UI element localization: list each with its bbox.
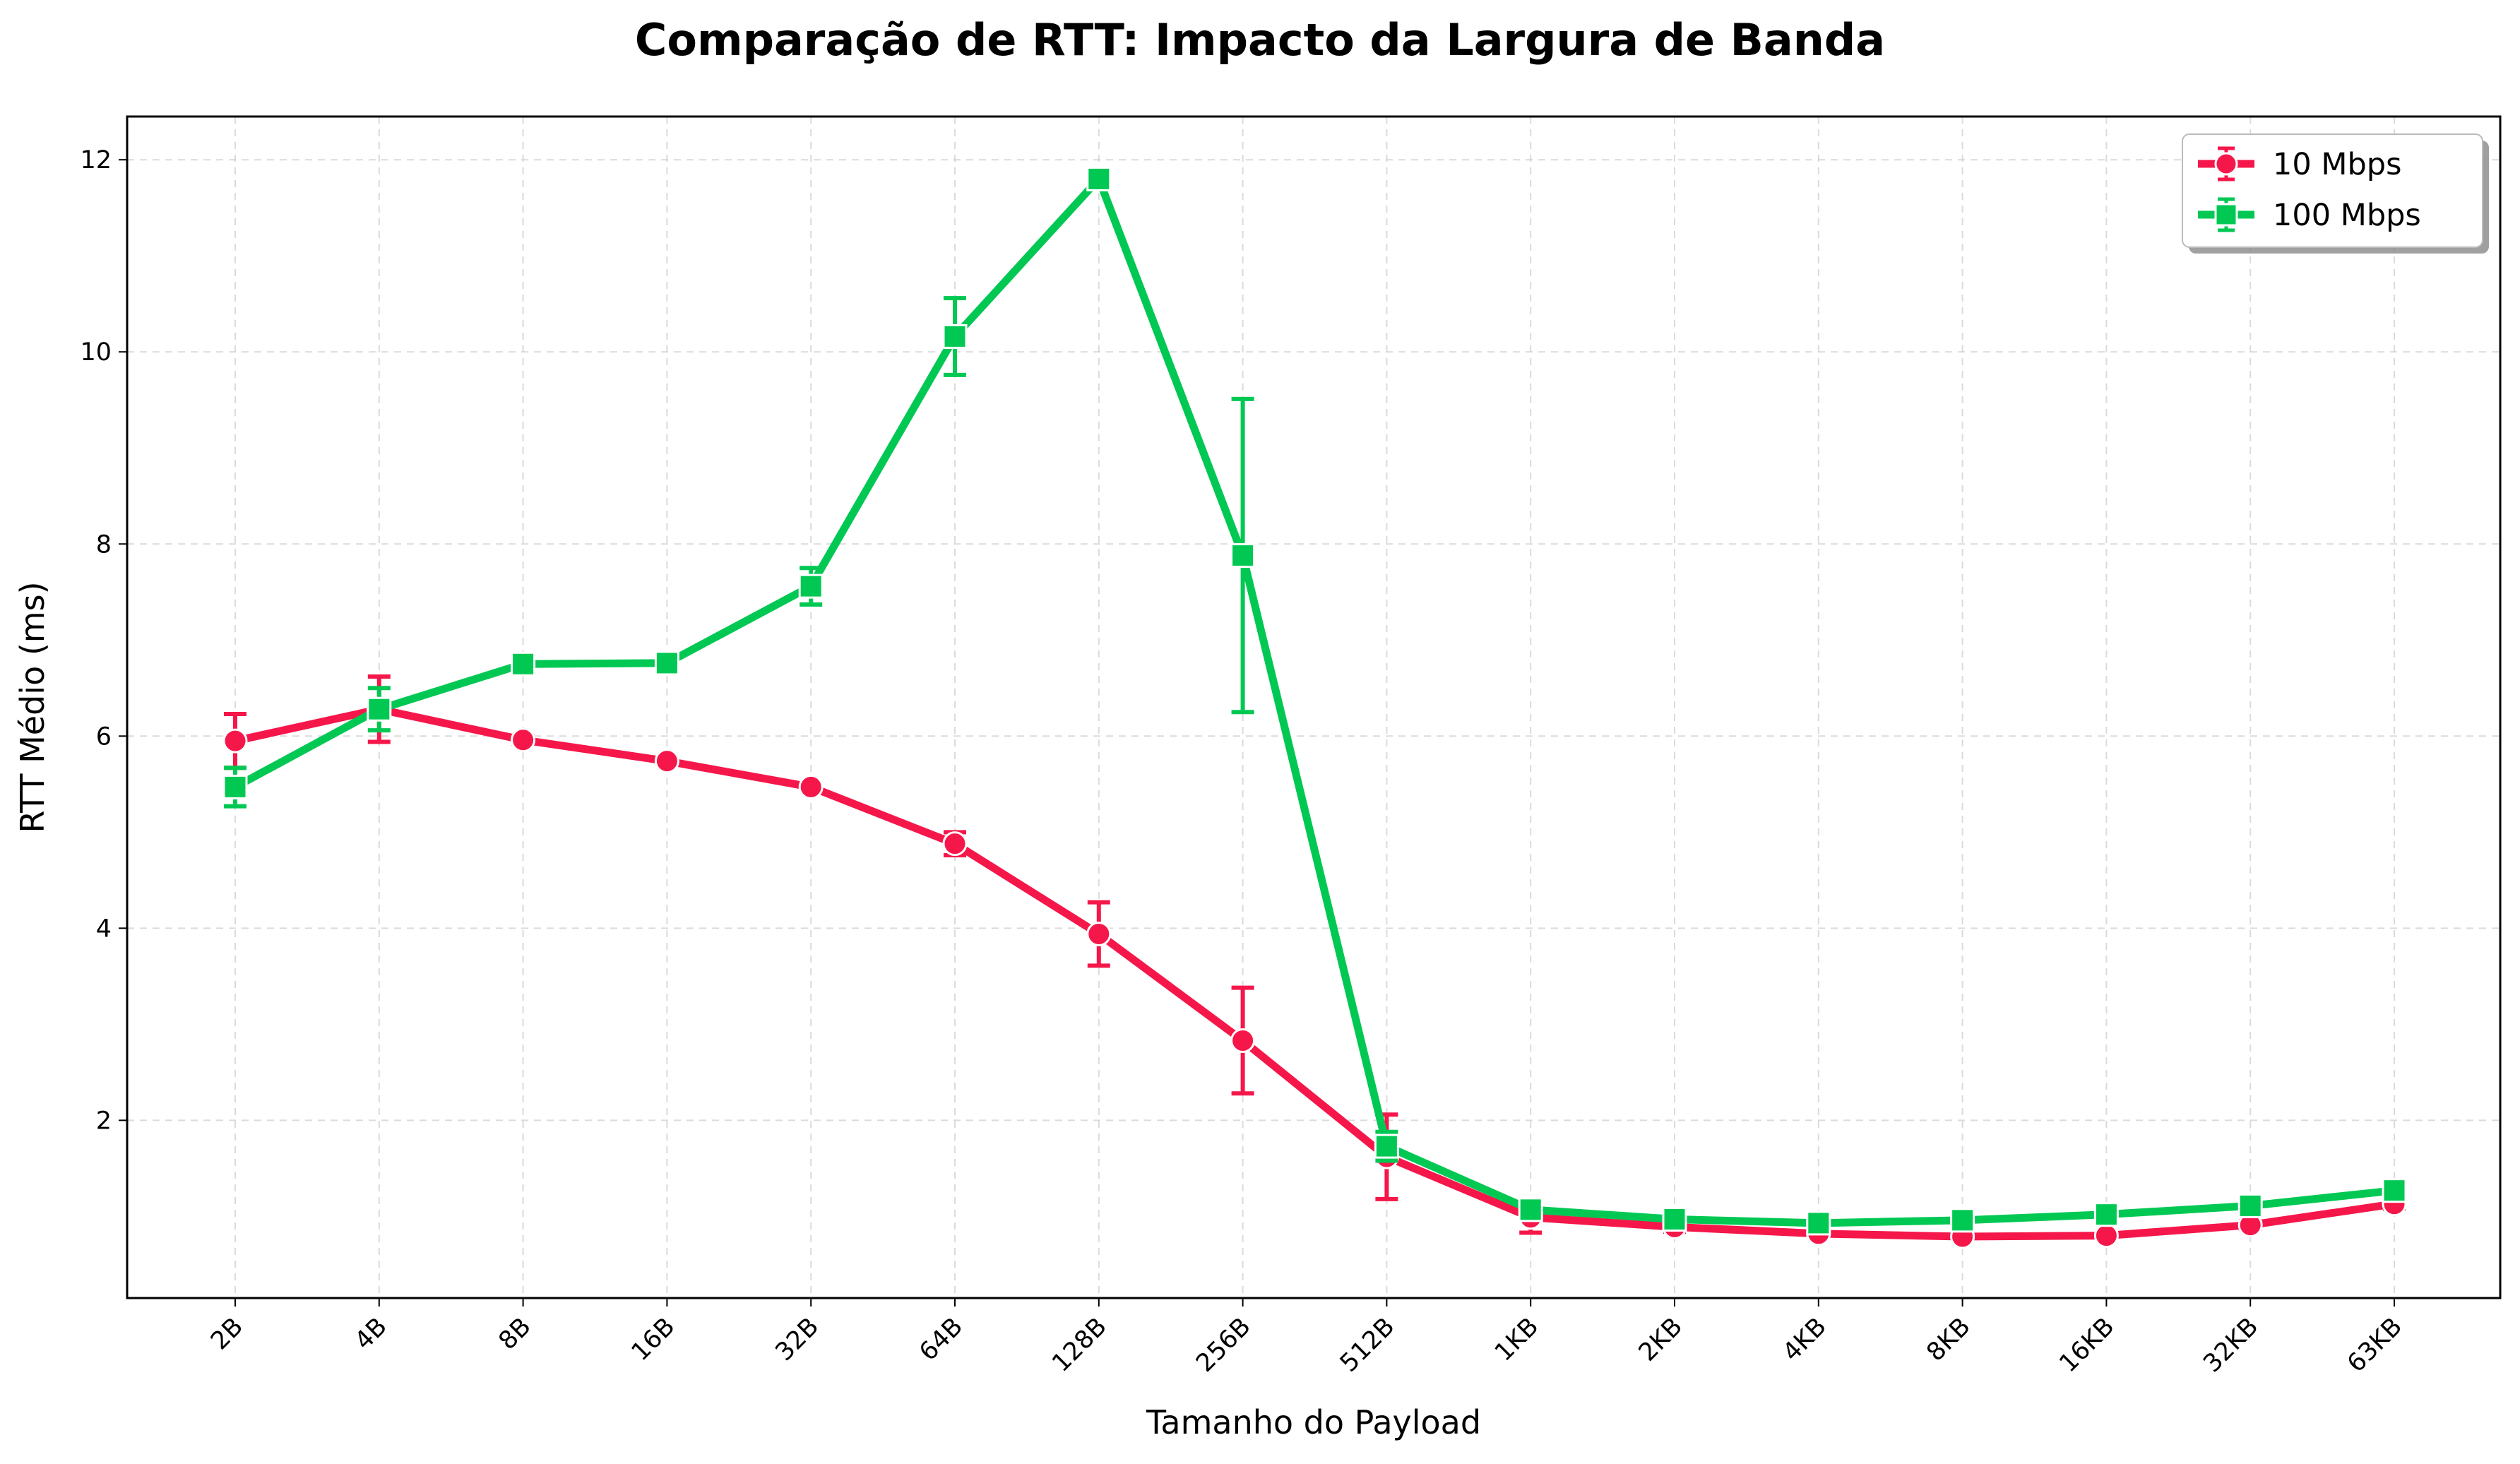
legend-label: 100 Mbps [2273,198,2421,233]
legend-box [2182,133,2483,248]
series-100mbps [222,166,2407,1236]
data-point [654,650,679,676]
series-line [231,705,2399,1241]
data-point [942,831,968,857]
data-point [2093,1202,2119,1227]
legend: 10 Mbps 100 Mbps [2182,133,2489,254]
data-point [1230,543,1256,569]
data-point [654,749,679,774]
y-axis-label: RTT Médio (ms) [13,581,52,833]
legend-label: 10 Mbps [2273,147,2401,182]
data-point [1086,166,1112,191]
data-point [367,696,392,722]
data-point [1662,1206,1687,1232]
data-point [511,727,536,753]
legend-marker [2214,203,2238,227]
y-tick-label: 12 [80,146,112,174]
data-point [1374,1133,1399,1159]
y-tick-label: 8 [96,530,112,559]
data-point [1518,1197,1543,1222]
data-point [511,651,536,677]
data-point [222,774,248,799]
legend-item: 10 Mbps [2198,146,2401,182]
series-line [231,174,2399,1227]
chart-title: Comparação de RTT: Impacto da Largura de… [635,14,1885,66]
series-layer [222,166,2407,1249]
x-axis-label: Tamanho do Payload [1146,1403,1481,1441]
data-point [1230,1028,1256,1053]
grid [127,117,2500,1298]
data-point [798,774,824,799]
data-point [1086,921,1112,946]
data-point [222,728,248,754]
y-tick-label: 4 [96,915,112,943]
data-point [942,323,968,349]
y-tick-label: 10 [80,338,112,367]
data-point [2093,1223,2119,1249]
legend-marker [2214,152,2238,176]
legend-item: 100 Mbps [2198,197,2421,233]
data-point [2382,1178,2407,1203]
y-tick-label: 2 [96,1107,112,1135]
plot-frame [126,115,2502,1299]
data-point [798,573,824,599]
y-tick-label: 6 [96,722,112,751]
data-point [1806,1210,1831,1236]
data-point [1950,1208,1975,1233]
data-point [2237,1193,2263,1218]
